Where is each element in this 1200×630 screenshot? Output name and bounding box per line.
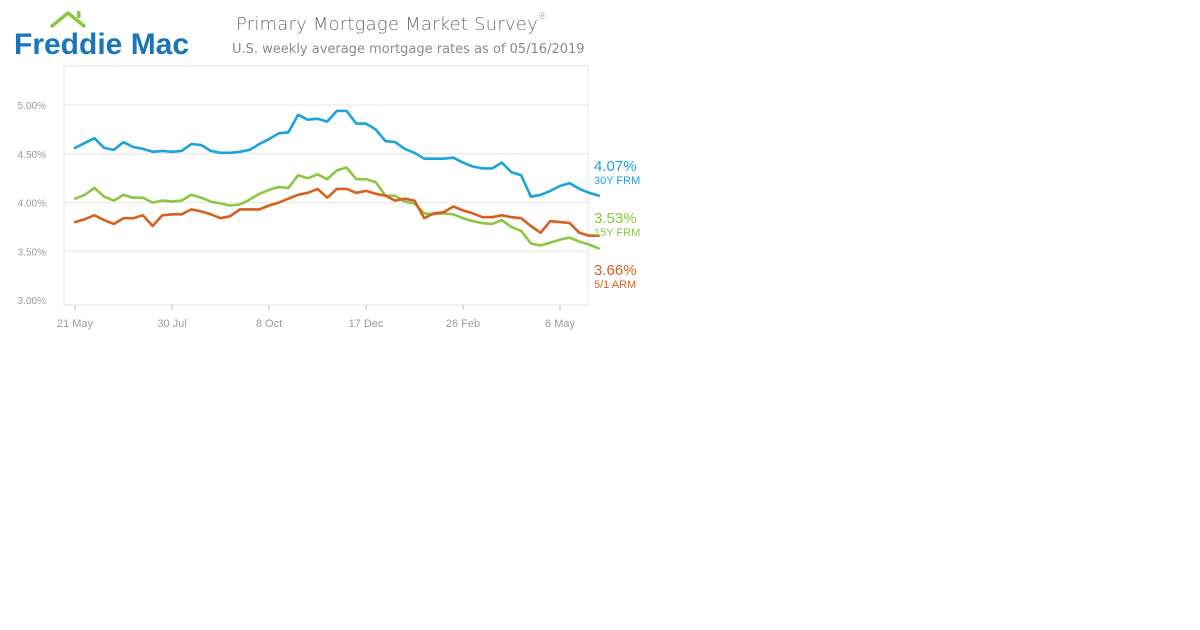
title-registered-mark: ® (537, 12, 548, 22)
legend-30y-frm-value: 4.07% (594, 158, 637, 175)
x-tick-label: 6 May (545, 318, 575, 330)
x-tick-label: 21 May (57, 318, 94, 330)
series-line-5-1-arm (73, 187, 601, 237)
freddie-mac-logo-icon: Freddie Mac (14, 11, 189, 58)
x-tick-label: 17 Dec (349, 318, 384, 330)
freddie-mac-logo[interactable]: Freddie Mac (14, 8, 214, 58)
legend-30y-frm[interactable]: 4.07% 30Y FRM (594, 158, 640, 188)
plot-area (63, 65, 589, 306)
legend-30y-frm-name: 30Y FRM (594, 175, 641, 187)
legend-15y-frm-name: 15Y FRM (594, 227, 641, 239)
y-tick-label: 3.00% (18, 296, 46, 307)
mortgage-rate-chart: 3.00% 3.50% 4.00% 4.50% 5.00% 21 May 30 Jul 8 … (18, 65, 601, 330)
legend-51-arm[interactable]: 3.66% 5/1 ARM (594, 262, 637, 292)
series-lines (73, 109, 601, 250)
x-tick-label: 8 Oct (256, 318, 282, 330)
series-line-15y-frm (73, 166, 601, 250)
x-axis-ticks (74, 305, 561, 310)
y-tick-label: 5.00% (18, 101, 46, 112)
x-tick-label: 26 Feb (446, 318, 480, 330)
y-axis-labels: 3.00% 3.50% 4.00% 4.50% 5.00% (18, 101, 46, 307)
series-line-30y-frm (73, 109, 601, 198)
page-subtitle: U.S. weekly average mortgage rates as of… (232, 42, 585, 57)
x-axis-labels: 21 May 30 Jul 8 Oct 17 Dec 26 Feb 6 May (57, 318, 576, 330)
page-title: Primary Mortgage Market Survey® (236, 12, 548, 35)
legend-51-arm-value: 3.66% (594, 262, 637, 279)
y-tick-label: 3.50% (18, 247, 46, 258)
title-text: Primary Mortgage Market Survey (236, 14, 538, 35)
y-tick-label: 4.50% (18, 150, 46, 161)
legend-15y-frm-value: 3.53% (594, 210, 637, 227)
legend-51-arm-name: 5/1 ARM (594, 279, 637, 291)
logo-text: Freddie Mac (14, 28, 189, 58)
y-tick-label: 4.00% (18, 199, 46, 210)
legend-15y-frm[interactable]: 3.53% 15Y FRM (594, 210, 640, 240)
x-tick-label: 30 Jul (157, 318, 186, 330)
